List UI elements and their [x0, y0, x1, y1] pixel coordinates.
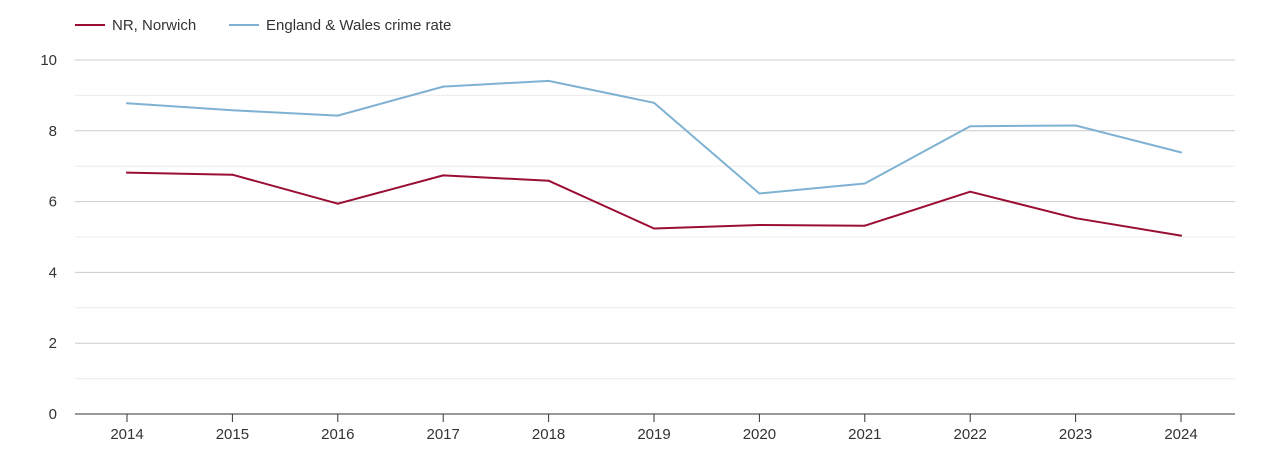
- x-tick-label: 2017: [427, 426, 460, 443]
- england-wales-line: [126, 79, 1182, 195]
- x-tick-label: 2016: [321, 426, 354, 443]
- england-wales-line-point: [969, 125, 972, 128]
- x-tick-label: 2015: [216, 426, 249, 443]
- x-tick-label: 2021: [848, 426, 881, 443]
- norwich-line-point: [547, 179, 550, 182]
- x-tick-label: 2023: [1059, 426, 1092, 443]
- england-wales-line-point: [863, 182, 866, 185]
- norwich-line-point: [231, 173, 234, 176]
- norwich-line-point: [126, 171, 128, 174]
- england-wales-line-point: [1180, 151, 1182, 154]
- norwich-line-point: [969, 190, 972, 193]
- axes: 0 2 4 6 8 10 2014 2015 2016 2017 2018 2019 2020 2021 2…: [40, 52, 1235, 443]
- norwich-line-point: [336, 202, 339, 205]
- y-tick-label: 0: [49, 406, 57, 423]
- x-tick-label: 2018: [532, 426, 565, 443]
- x-tick-label: 2022: [954, 426, 987, 443]
- england-wales-line-point: [758, 192, 761, 195]
- legend: NR, Norwich England & Wales crime rate: [75, 17, 451, 34]
- norwich-line-point: [653, 227, 655, 230]
- england-wales-line-point: [547, 79, 550, 82]
- england-wales-line-point: [231, 109, 234, 112]
- norwich-line-point: [863, 224, 866, 227]
- norwich-line-point: [1180, 234, 1182, 237]
- legend-label-norwich: NR, Norwich: [112, 17, 196, 34]
- england-wales-line-point: [336, 114, 339, 117]
- england-wales-line-point: [653, 101, 655, 104]
- norwich-line-point: [442, 174, 445, 177]
- y-tick-label: 2: [49, 335, 57, 352]
- gridlines: [75, 59, 1235, 380]
- y-tick-label: 10: [40, 52, 57, 69]
- england-wales-line-point: [126, 102, 128, 105]
- y-tick-label: 8: [49, 123, 57, 140]
- england-wales-line-point: [442, 85, 445, 88]
- norwich-line-point: [758, 223, 761, 226]
- norwich-line-point: [1074, 217, 1077, 220]
- england-wales-line-point: [1074, 124, 1077, 127]
- norwich-line: [126, 171, 1182, 237]
- series-lines: [126, 79, 1182, 237]
- x-tick-label: 2019: [637, 426, 670, 443]
- y-tick-label: 6: [49, 194, 57, 211]
- legend-label-england-wales: England & Wales crime rate: [266, 17, 451, 34]
- x-tick-label: 2020: [743, 426, 776, 443]
- x-tick-label: 2024: [1164, 426, 1197, 443]
- y-tick-label: 4: [49, 264, 57, 281]
- x-tick-label: 2014: [110, 426, 143, 443]
